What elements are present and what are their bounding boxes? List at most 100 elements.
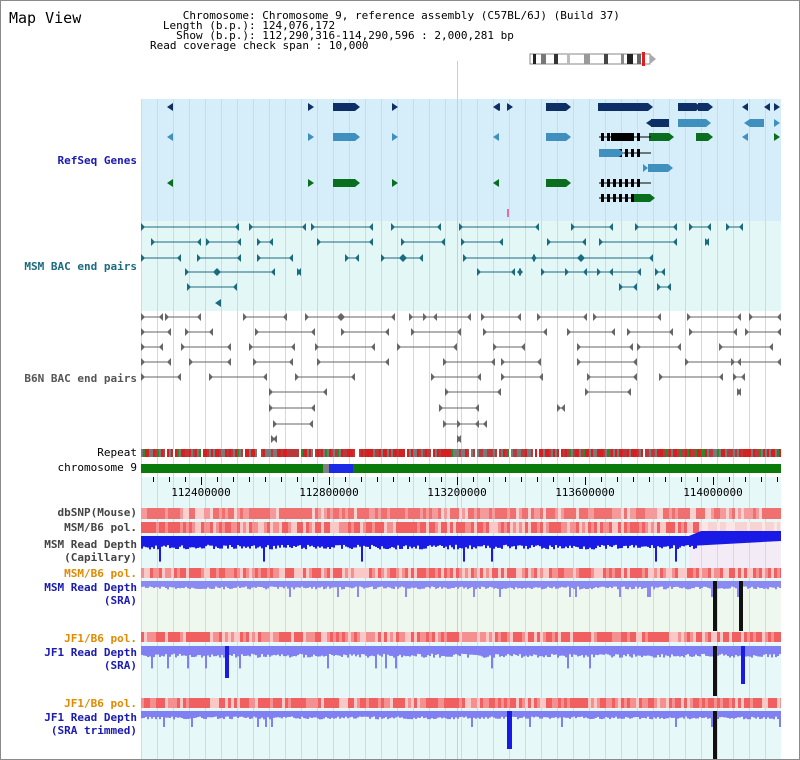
jf1-b6-pol-cell (201, 632, 204, 642)
msm-b6-pol-cell (708, 568, 711, 578)
jf1-sra-depth-bar (471, 646, 473, 655)
jf1-sra-depth-bar (623, 646, 625, 655)
msm-sra-depth-bar (469, 581, 471, 589)
dbsnp-cell (321, 508, 324, 519)
msm-b6-pol-cell (327, 568, 330, 578)
msm-sra-depth-bar (597, 581, 599, 589)
track-label-b6n-bac[interactable]: B6N BAC end pairs (24, 372, 137, 385)
msm-sra-depth-bar (351, 581, 353, 589)
track-label-msm-depth-sra[interactable]: MSM Read Depth (SRA) (44, 581, 137, 607)
jf1-b6-pol-cell (495, 698, 498, 708)
jf1-b6-pol-cell (414, 698, 417, 708)
exon-block (613, 194, 616, 202)
msm-b6-pol-cell (255, 522, 258, 533)
repeat-segment (655, 449, 657, 457)
msm-b6-pol-cell (753, 568, 756, 578)
track-label-refseq[interactable]: RefSeq Genes (57, 154, 137, 167)
jf1-b6-pol-cell (717, 698, 720, 708)
msm-capillary-depth-bar (647, 536, 649, 547)
jf1-b6-pol-cell (351, 632, 354, 642)
track-label-dbsnp[interactable]: dbSNP(Mouse) (57, 506, 137, 519)
jf1-trimmed-depth-bar (579, 711, 581, 718)
bac-end-marker (533, 254, 537, 262)
jf1-trimmed-depth-bar (533, 711, 535, 718)
jf1-trimmed-depth-bar (487, 711, 489, 719)
msm-capillary-depth-bar (357, 536, 359, 545)
jf1-trimmed-depth-bar (343, 711, 345, 719)
track-label-jf1-depth-sra[interactable]: JF1 Read Depth (SRA) (44, 646, 137, 672)
msm-sra-depth-bar (663, 581, 665, 590)
chromosome-bar[interactable] (141, 464, 781, 473)
refseq-genes-track[interactable] (167, 103, 780, 217)
dbsnp-cell (417, 508, 420, 519)
jf1-sra-depth-bar (513, 646, 515, 655)
msm-sra-depth-bar (461, 581, 463, 587)
track-label-jf1-b6-pol-2[interactable]: JF1/B6 pol. (64, 697, 137, 710)
dbsnp-cell (777, 508, 780, 519)
jf1-trimmed-depth-bar (485, 711, 487, 718)
msm-sra-depth-bar (583, 581, 585, 589)
track-label-jf1-b6-pol-1[interactable]: JF1/B6 pol. (64, 632, 137, 645)
msm-b6-pol-cell (726, 522, 729, 533)
track-label-jf1-depth-trimmed[interactable]: JF1 Read Depth (SRA trimmed) (44, 711, 137, 737)
msm-b6-pol-cell (336, 568, 339, 578)
dbsnp-cell (378, 508, 381, 519)
msm-b6-pol-cell (156, 522, 159, 533)
read-depth-tracks[interactable] (141, 531, 781, 759)
repeat-segment (217, 449, 219, 457)
msm-b6-pol-cell (480, 522, 483, 533)
msm-sra-depth-bar (141, 581, 143, 587)
msm-capillary-depth-bar (289, 536, 291, 548)
msm-sra-depth-bar (443, 581, 445, 588)
jf1-sra-depth-bar (711, 646, 713, 657)
track-label-msm-bac[interactable]: MSM BAC end pairs (24, 260, 137, 273)
track-label-msm-b6-pol-2[interactable]: MSM/B6 pol. (64, 567, 137, 580)
msm-b6-pol-cell (402, 522, 405, 533)
msm-b6-pol-cell (585, 568, 588, 578)
polymorphism-tracks[interactable] (141, 508, 781, 708)
dbsnp-cell (681, 508, 684, 519)
msm-b6-pol-cell (603, 568, 606, 578)
jf1-trimmed-depth-bar (597, 711, 599, 717)
repeat-segment (711, 449, 713, 457)
jf1-b6-pol-cell (336, 632, 339, 642)
jf1-sra-depth-bar (643, 646, 645, 656)
jf1-b6-pol-cell (288, 698, 291, 708)
jf1-b6-pol-cell (750, 698, 753, 708)
genome-plot[interactable]: 112400000 112800000 113200000 113600000 1140… (141, 1, 781, 759)
msm-capillary-depth-bar (537, 536, 539, 546)
msm-b6-pol-cell (759, 522, 762, 533)
jf1-b6-pol-cell (609, 632, 612, 642)
jf1-trimmed-depth-bar (759, 711, 761, 720)
track-label-msm-b6-pol-1[interactable]: MSM/B6 pol. (64, 521, 137, 534)
jf1-sra-depth-bar (337, 646, 339, 656)
msm-b6-pol-cell (318, 522, 321, 533)
msm-b6-pol-cell (771, 568, 774, 578)
msm-b6-pol-cell (192, 522, 195, 533)
b6n-bac-track[interactable] (141, 313, 781, 443)
jf1-trimmed-depth-bar (763, 711, 765, 718)
msm-b6-pol-cell (270, 568, 273, 578)
dbsnp-cell (267, 508, 270, 519)
jf1-sra-depth-bar (267, 646, 269, 655)
repeat-segment (501, 449, 503, 457)
jf1-sra-depth-bar (677, 646, 679, 656)
jf1-b6-pol-cell (666, 698, 669, 708)
gene-arrow-right (308, 179, 314, 187)
msm-sra-depth-bar (623, 581, 625, 587)
repeat-track[interactable] (141, 449, 781, 457)
chromosome-ideogram[interactable] (529, 52, 659, 66)
dbsnp-cell (522, 508, 525, 519)
jf1-b6-pol-cell (714, 698, 717, 708)
msm-b6-pol-cell (558, 568, 561, 578)
jf1-sra-depth-bar (565, 646, 567, 658)
track-label-msm-depth-capillary[interactable]: MSM Read Depth (Capillary) (44, 538, 137, 564)
msm-bac-track[interactable] (141, 223, 743, 307)
jf1-b6-pol-cell (606, 632, 609, 642)
msm-capillary-depth-bar (665, 536, 667, 547)
dbsnp-cell (588, 508, 591, 519)
msm-capillary-depth-bar (583, 536, 585, 547)
msm-capillary-depth-bar (511, 536, 513, 547)
jf1-b6-pol-cell (168, 632, 171, 642)
msm-b6-pol-cell (723, 522, 726, 533)
